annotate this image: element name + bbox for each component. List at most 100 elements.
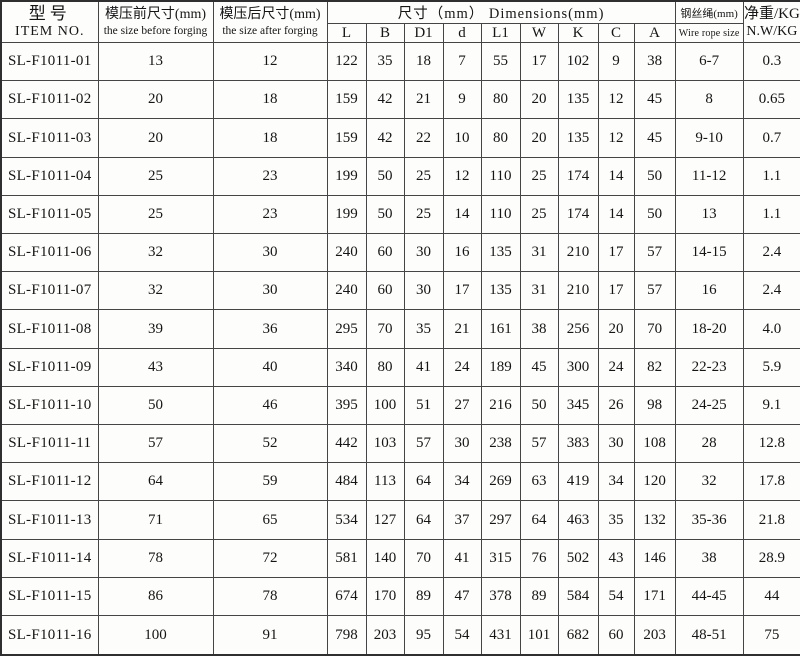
wire-rope-cell: 28 <box>674 424 744 464</box>
wire-rope-cell: 6-7 <box>674 41 744 82</box>
dim-L1-cell: 238 <box>480 424 521 464</box>
dim-C-cell: 54 <box>597 576 635 617</box>
after-size-cell: 52 <box>212 424 328 464</box>
item-no-cell: SL-F1011-15 <box>0 576 99 617</box>
dim-A-cell: 82 <box>633 347 676 387</box>
before-size-cell: 43 <box>97 347 214 387</box>
header-size-before: 模压前尺寸(mm) the size before forging <box>97 0 214 43</box>
dim-d-cell: 34 <box>442 462 482 502</box>
before-size-cell: 71 <box>97 500 214 540</box>
dim-W-cell: 31 <box>519 271 559 311</box>
net-weight-cell: 4.0 <box>742 309 800 349</box>
dim-C-cell: 26 <box>597 385 635 426</box>
dim-L-cell: 395 <box>326 385 367 426</box>
after-size-cell: 78 <box>212 576 328 617</box>
dim-D1-cell: 95 <box>403 615 444 656</box>
dim-B-cell: 127 <box>365 500 405 540</box>
item-no-cell: SL-F1011-01 <box>0 41 99 82</box>
net-weight-cell: 12.8 <box>742 424 800 464</box>
item-no-cell: SL-F1011-03 <box>0 118 99 158</box>
net-weight-cell: 2.4 <box>742 233 800 273</box>
dim-A-cell: 108 <box>633 424 676 464</box>
dim-W-cell: 25 <box>519 194 559 235</box>
before-size-cell: 50 <box>97 385 214 426</box>
dim-K-cell: 256 <box>557 309 599 349</box>
header-item-no-zh: 型号 <box>28 4 71 23</box>
net-weight-cell: 21.8 <box>742 500 800 540</box>
dim-A-cell: 132 <box>633 500 676 540</box>
dim-D1-cell: 64 <box>403 500 444 540</box>
dim-L1-cell: 297 <box>480 500 521 540</box>
dim-L-cell: 340 <box>326 347 367 387</box>
before-size-cell: 64 <box>97 462 214 502</box>
dim-W-cell: 50 <box>519 385 559 426</box>
before-size-cell: 13 <box>97 41 214 82</box>
dim-K-cell: 174 <box>557 194 599 235</box>
before-size-cell: 78 <box>97 538 214 578</box>
dim-L-cell: 484 <box>326 462 367 502</box>
dim-L-cell: 240 <box>326 233 367 273</box>
before-size-cell: 57 <box>97 424 214 464</box>
dim-K-cell: 584 <box>557 576 599 617</box>
wire-rope-cell: 9-10 <box>674 118 744 158</box>
dim-L-cell: 581 <box>326 538 367 578</box>
after-size-cell: 59 <box>212 462 328 502</box>
header-dim-A: A <box>633 23 676 43</box>
item-no-cell: SL-F1011-14 <box>0 538 99 578</box>
item-no-cell: SL-F1011-02 <box>0 80 99 120</box>
dim-W-cell: 25 <box>519 156 559 196</box>
dim-D1-cell: 25 <box>403 194 444 235</box>
dim-K-cell: 419 <box>557 462 599 502</box>
after-size-cell: 40 <box>212 347 328 387</box>
wire-rope-cell: 13 <box>674 194 744 235</box>
item-no-cell: SL-F1011-05 <box>0 194 99 235</box>
dim-A-cell: 50 <box>633 156 676 196</box>
dim-L-cell: 442 <box>326 424 367 464</box>
dim-K-cell: 210 <box>557 271 599 311</box>
dim-D1-cell: 89 <box>403 576 444 617</box>
net-weight-cell: 44 <box>742 576 800 617</box>
dim-A-cell: 38 <box>633 41 676 82</box>
dim-D1-cell: 30 <box>403 233 444 273</box>
dim-W-cell: 38 <box>519 309 559 349</box>
dim-B-cell: 60 <box>365 271 405 311</box>
dim-C-cell: 43 <box>597 538 635 578</box>
dim-L1-cell: 110 <box>480 156 521 196</box>
dim-B-cell: 170 <box>365 576 405 617</box>
dim-d-cell: 37 <box>442 500 482 540</box>
dim-L-cell: 199 <box>326 156 367 196</box>
before-size-cell: 32 <box>97 233 214 273</box>
dim-C-cell: 12 <box>597 80 635 120</box>
item-no-cell: SL-F1011-16 <box>0 615 99 656</box>
header-dim-K: K <box>557 23 599 43</box>
wire-rope-cell: 44-45 <box>674 576 744 617</box>
dim-L1-cell: 80 <box>480 118 521 158</box>
dim-d-cell: 47 <box>442 576 482 617</box>
table-row: SL-F1011-06 32 30 240 60 30 16 135 31 210 17 57 14-1… <box>0 233 800 273</box>
dim-D1-cell: 64 <box>403 462 444 502</box>
dim-C-cell: 17 <box>597 271 635 311</box>
dim-K-cell: 210 <box>557 233 599 273</box>
dim-C-cell: 9 <box>597 41 635 82</box>
net-weight-cell: 9.1 <box>742 385 800 426</box>
dim-K-cell: 174 <box>557 156 599 196</box>
wire-rope-cell: 48-51 <box>674 615 744 656</box>
item-no-cell: SL-F1011-08 <box>0 309 99 349</box>
net-weight-cell: 75 <box>742 615 800 656</box>
dim-K-cell: 502 <box>557 538 599 578</box>
dim-A-cell: 98 <box>633 385 676 426</box>
net-weight-cell: 17.8 <box>742 462 800 502</box>
dim-K-cell: 345 <box>557 385 599 426</box>
header-wire-rope-en: Wire rope size <box>674 23 744 43</box>
dim-d-cell: 30 <box>442 424 482 464</box>
dim-B-cell: 50 <box>365 194 405 235</box>
dim-C-cell: 60 <box>597 615 635 656</box>
dim-K-cell: 463 <box>557 500 599 540</box>
header-item-no-en: ITEM NO. <box>15 24 85 39</box>
header-dim-W: W <box>519 23 559 43</box>
header-dimensions: 尺寸（mm） Dimensions(mm) <box>326 0 676 24</box>
dim-W-cell: 31 <box>519 233 559 273</box>
dim-C-cell: 20 <box>597 309 635 349</box>
wire-rope-cell: 38 <box>674 538 744 578</box>
